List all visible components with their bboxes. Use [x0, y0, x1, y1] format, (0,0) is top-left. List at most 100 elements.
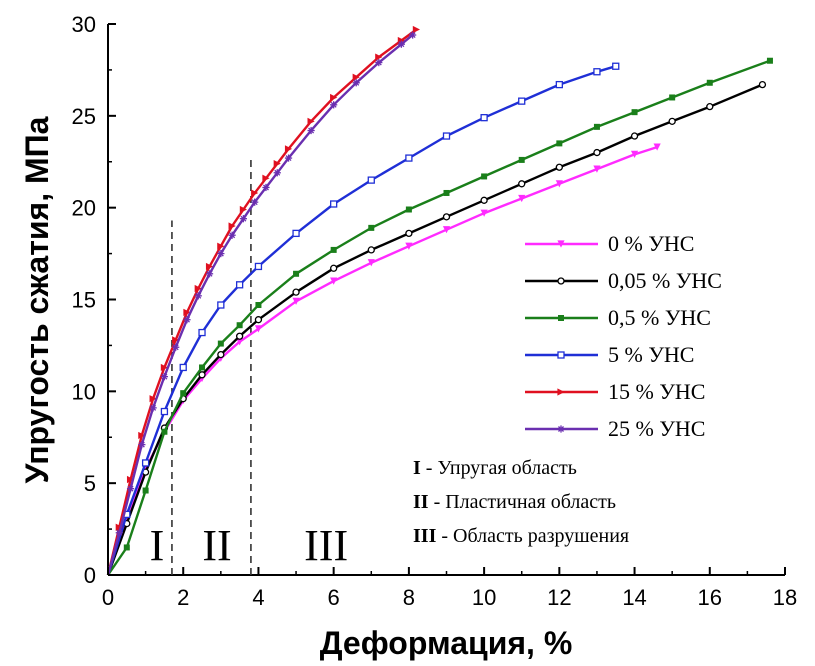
data-point — [397, 40, 405, 48]
data-point — [183, 316, 191, 324]
data-point — [292, 288, 300, 296]
legend-label: 25 % УНС — [608, 416, 705, 441]
data-point — [630, 150, 639, 159]
data-point — [251, 189, 259, 197]
data-point — [217, 350, 225, 359]
data-point — [631, 109, 638, 116]
legend-item: 0,05 % УНС — [525, 268, 722, 293]
data-point — [669, 94, 676, 101]
data-point — [198, 371, 206, 379]
data-point — [330, 246, 337, 253]
legend-label: 5 % УНС — [608, 342, 694, 367]
data-point — [254, 262, 263, 271]
data-point — [442, 132, 451, 140]
data-point — [557, 351, 565, 359]
legend-item: 0,5 % УНС — [525, 305, 711, 330]
data-point — [593, 165, 601, 173]
data-point — [375, 58, 383, 67]
data-point — [239, 205, 247, 214]
region-label-II: II — [202, 521, 231, 570]
data-point — [194, 292, 202, 300]
data-point — [558, 315, 564, 321]
data-point — [367, 246, 375, 254]
data-point — [199, 364, 206, 371]
data-point — [442, 213, 451, 221]
x-tick-label: 14 — [622, 585, 646, 610]
data-point — [138, 440, 146, 449]
data-point — [198, 328, 206, 337]
data-point — [405, 229, 413, 238]
data-point — [443, 189, 450, 196]
data-point — [330, 264, 338, 272]
data-point — [330, 101, 338, 109]
data-point — [330, 93, 338, 102]
data-point — [480, 114, 488, 122]
region-label-III: III — [304, 521, 348, 570]
x-tick-label: 18 — [773, 585, 797, 610]
legend-label: 0 % УНС — [608, 231, 694, 256]
data-point — [292, 297, 300, 305]
data-point — [405, 206, 412, 213]
data-point — [138, 431, 146, 440]
data-point — [367, 259, 375, 267]
y-tick-label: 0 — [84, 563, 96, 588]
data-point — [160, 407, 169, 416]
data-point — [262, 183, 270, 192]
x-tick-label: 12 — [547, 585, 571, 610]
data-point — [284, 145, 293, 153]
data-point — [194, 284, 202, 293]
data-point — [160, 363, 169, 372]
data-point — [217, 340, 224, 347]
data-point — [518, 194, 526, 203]
y-ticks: 0 5 10 15 20 25 30 — [72, 12, 116, 588]
data-point — [405, 242, 413, 250]
data-point — [330, 277, 338, 285]
data-point — [481, 173, 488, 180]
data-point — [518, 156, 525, 163]
series-line — [107, 59, 771, 576]
data-point — [653, 143, 661, 151]
data-point — [518, 180, 526, 188]
data-point — [142, 487, 149, 494]
x-tick-label: 2 — [177, 585, 189, 610]
data-point — [706, 103, 714, 111]
data-point — [254, 316, 263, 324]
data-point — [236, 338, 244, 346]
data-point — [235, 281, 244, 289]
y-axis-title: Упругость сжатия, МПа — [19, 116, 55, 483]
data-point — [405, 154, 413, 162]
y-tick-label: 15 — [72, 288, 96, 313]
data-point — [368, 224, 375, 231]
data-point — [161, 428, 168, 435]
data-point — [141, 459, 150, 467]
data-point — [180, 390, 187, 397]
series-25 — [106, 31, 417, 576]
series-5 — [106, 62, 620, 576]
data-point — [228, 222, 236, 230]
x-tick-label: 6 — [328, 585, 340, 610]
data-point — [217, 249, 225, 258]
data-point — [254, 325, 263, 333]
data-point — [123, 544, 130, 551]
series-0-5 — [107, 57, 773, 576]
data-point — [556, 140, 563, 147]
region-dividers — [171, 156, 252, 575]
legend-item: 15 % УНС — [525, 379, 705, 404]
data-point — [557, 240, 565, 248]
series-15 — [106, 25, 421, 576]
data-point — [293, 270, 300, 277]
legend: 0 % УНС 0,05 % УНС 0,5 % УНС 5 % УНС 15 % УН… — [525, 231, 722, 441]
data-point — [375, 53, 383, 61]
data-point — [172, 343, 180, 351]
data-point — [557, 277, 565, 285]
data-point — [228, 231, 236, 239]
y-tick-label: 20 — [72, 196, 96, 221]
data-point — [612, 62, 620, 70]
x-tick-label: 0 — [102, 585, 114, 610]
data-point — [273, 169, 281, 177]
data-point — [352, 79, 360, 87]
data-point — [630, 132, 639, 140]
data-point — [555, 180, 563, 188]
data-point — [115, 529, 123, 537]
